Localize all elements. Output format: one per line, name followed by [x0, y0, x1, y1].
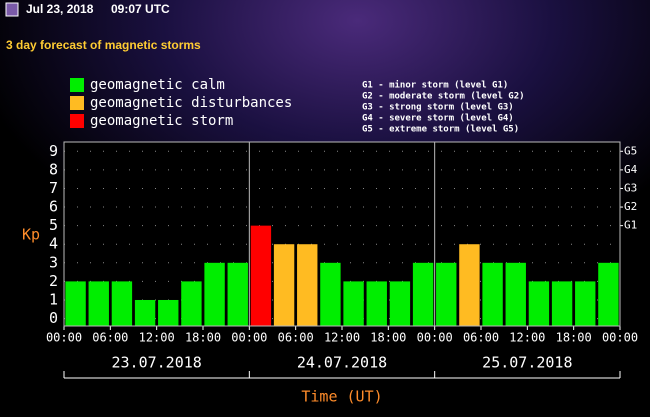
bar [273, 244, 295, 326]
x-tick-label: 06:00 [463, 331, 499, 345]
subtitle: 3 day forecast of magnetic storms [6, 38, 201, 52]
bar [459, 244, 480, 326]
bar [227, 262, 248, 326]
x-tick-label: 00:00 [602, 331, 638, 345]
storm-level: G1 - minor storm (level G1) [362, 80, 508, 91]
bar [65, 281, 86, 326]
x-tick-label: 18:00 [370, 331, 406, 345]
y2-tick-label: G5 [624, 144, 637, 157]
day-label: 25.07.2018 [482, 354, 572, 372]
storm-level: G5 - extreme storm (level G5) [362, 125, 519, 135]
bar [158, 299, 179, 326]
x-tick-label: 06:00 [92, 331, 128, 345]
x-tick-label: 00:00 [417, 331, 453, 345]
bar [436, 262, 457, 326]
bar [551, 281, 573, 326]
bar [320, 262, 341, 326]
y-tick-label: 8 [49, 160, 58, 178]
x-tick-label: 12:00 [139, 331, 175, 345]
y2-tick-label: G3 [624, 181, 637, 194]
y-tick-label: 0 [49, 309, 58, 327]
storm-level: G4 - severe storm (level G4) [362, 114, 514, 124]
x-tick-label: 18:00 [556, 331, 592, 345]
bar [366, 281, 387, 326]
date: Jul 23, 2018 [26, 2, 94, 16]
bar [297, 244, 318, 326]
legend-label: geomagnetic calm [90, 77, 225, 93]
storm-level: G3 - strong storm (level G3) [362, 103, 514, 113]
storm-level: G2 - moderate storm (level G2) [362, 92, 525, 102]
y-tick-label: 2 [49, 272, 58, 290]
bar [412, 262, 434, 326]
legend-swatch [70, 114, 84, 128]
y-tick-label: 6 [49, 198, 58, 216]
bar [204, 262, 225, 326]
legend-swatch [70, 96, 84, 110]
x-tick-label: 12:00 [509, 331, 545, 345]
y-tick-label: 7 [49, 179, 58, 197]
x-tick-label: 12:00 [324, 331, 360, 345]
y-tick-label: 9 [49, 142, 58, 160]
bar [575, 281, 596, 326]
y-tick-label: 4 [49, 235, 58, 253]
x-tick-label: 18:00 [185, 331, 221, 345]
y-tick-label: 5 [49, 216, 58, 234]
legend-swatch [70, 78, 84, 92]
x-tick-label: 06:00 [278, 331, 314, 345]
y-axis-label: Kp [22, 225, 40, 243]
legend-label: geomagnetic storm [90, 113, 233, 129]
time: 09:07 UTC [111, 2, 170, 16]
y2-tick-label: G1 [624, 219, 637, 232]
y2-tick-label: G4 [624, 163, 638, 176]
day-label: 24.07.2018 [297, 354, 387, 372]
bar [482, 262, 503, 326]
y-tick-label: 3 [49, 253, 58, 271]
plot-frame [63, 141, 621, 327]
bar [598, 262, 619, 326]
x-axis-label: Time (UT) [301, 388, 382, 406]
bar [88, 281, 109, 326]
bar [389, 281, 411, 326]
x-tick-label: 00:00 [46, 331, 82, 345]
day-label: 23.07.2018 [112, 354, 202, 372]
bar [134, 299, 156, 326]
y2-tick-label: G2 [624, 200, 637, 213]
plot-area [64, 142, 620, 326]
bar [250, 225, 272, 326]
y-tick-label: 1 [49, 290, 58, 308]
x-tick-label: 00:00 [231, 331, 267, 345]
calendar-icon [5, 2, 19, 17]
bar [528, 281, 550, 326]
bar [505, 262, 526, 326]
legend-label: geomagnetic disturbances [90, 95, 292, 111]
bar [111, 281, 133, 326]
bar [181, 281, 202, 326]
bar [343, 281, 364, 326]
